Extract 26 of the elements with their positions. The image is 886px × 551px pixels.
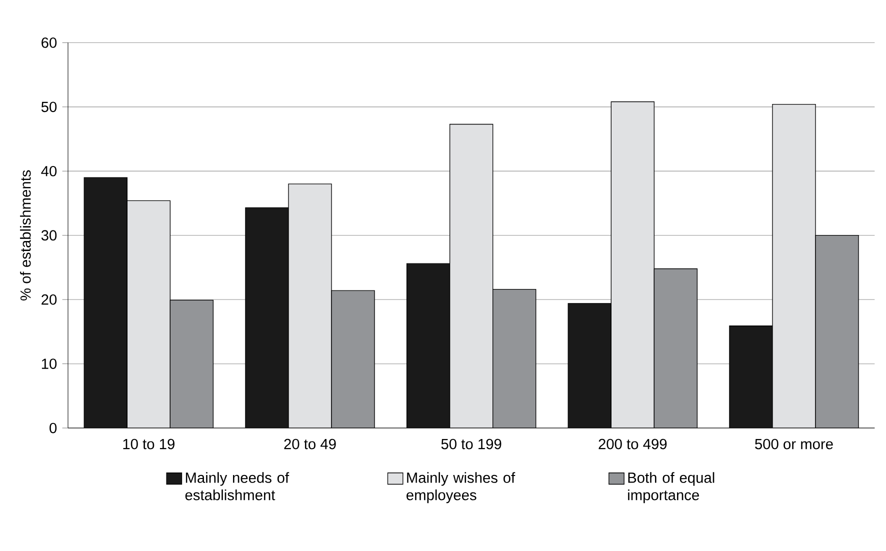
- y-tick-label: 40: [41, 166, 57, 176]
- legend-label: Mainly wishes of employees: [406, 472, 516, 504]
- y-tick-label: 60: [42, 37, 57, 48]
- bar: [772, 104, 816, 428]
- x-tick-label: 200 to 499: [598, 438, 667, 450]
- bar: [449, 124, 494, 428]
- bar: [492, 288, 536, 428]
- legend-label: Both of equal importance: [628, 472, 714, 504]
- x-tick-label: 10 to 19: [123, 438, 174, 450]
- bar: [610, 101, 655, 428]
- y-tick-label: 0: [50, 422, 57, 434]
- bar: [288, 184, 332, 428]
- bar: [654, 268, 698, 428]
- y-tick-label: 20: [42, 294, 57, 305]
- y-tick-label: 30: [41, 230, 57, 241]
- x-tick-label: 500 or more: [755, 438, 833, 450]
- y-tick-label: 10: [42, 358, 57, 369]
- legend-label: Mainly needs of establishment: [185, 472, 290, 500]
- y-tick-label: 50: [41, 102, 57, 112]
- y-axis-title: % of establishments: [20, 170, 31, 300]
- x-tick-label: 50 to 199: [441, 438, 502, 450]
- bar: [170, 300, 214, 428]
- bar: [815, 235, 859, 428]
- x-tick-label: 20 to 49: [284, 438, 336, 450]
- bar: [331, 290, 375, 428]
- bar: [126, 200, 171, 428]
